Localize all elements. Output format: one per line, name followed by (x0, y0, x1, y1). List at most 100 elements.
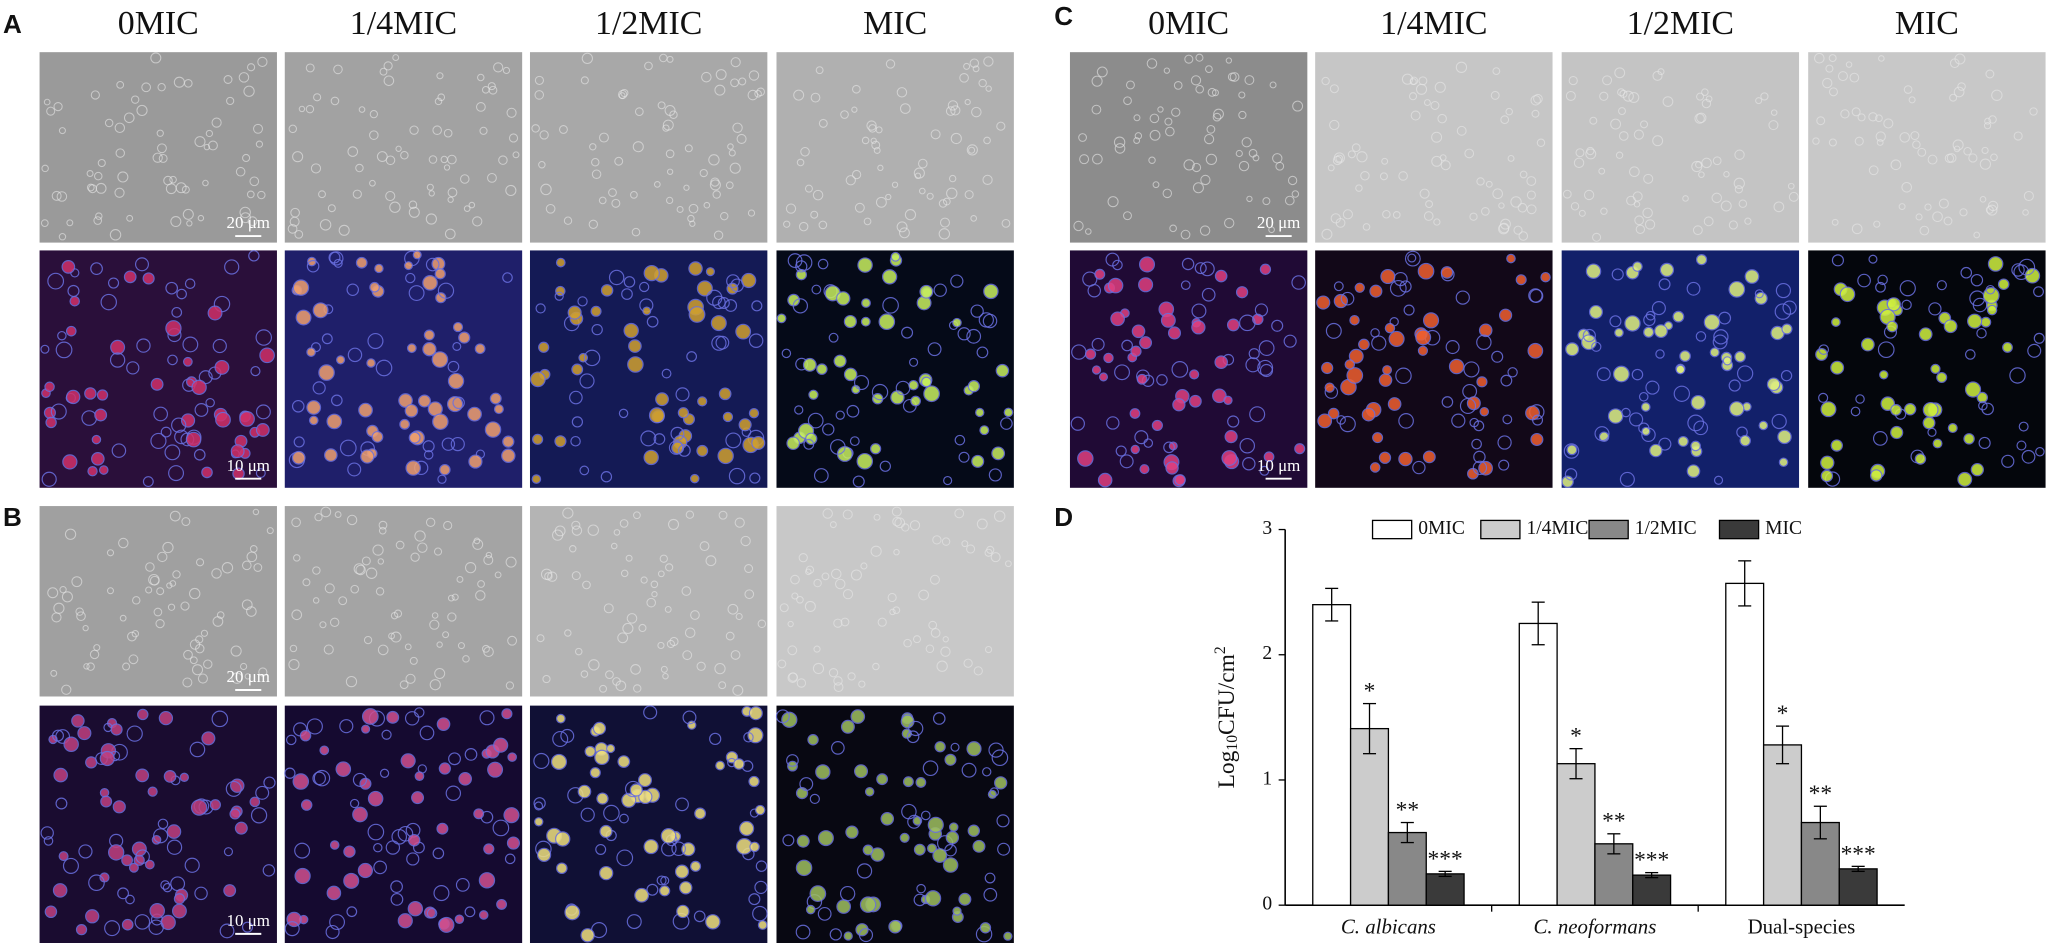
cell (400, 150, 409, 160)
cell (787, 645, 798, 656)
cell (1830, 360, 1845, 375)
cell (1655, 349, 1665, 359)
cell (1927, 154, 1938, 165)
cell (63, 736, 79, 753)
cell (697, 396, 708, 407)
cell (115, 148, 125, 158)
cell (1491, 350, 1504, 363)
cell (246, 551, 258, 563)
cell (1530, 432, 1544, 447)
cell (1586, 146, 1595, 156)
cell (1162, 188, 1173, 199)
cell (1073, 220, 1084, 232)
cell (1703, 313, 1721, 331)
cell (503, 807, 520, 824)
cell (828, 668, 839, 678)
cell (954, 508, 965, 519)
cell (454, 914, 465, 924)
cell (756, 87, 766, 97)
cell (1609, 315, 1622, 328)
cell (1981, 146, 1989, 155)
cell (329, 617, 340, 628)
cell (580, 670, 589, 678)
cell (383, 61, 393, 71)
cell (701, 71, 712, 83)
cell (659, 554, 668, 563)
cell (52, 729, 64, 742)
cell (1922, 416, 1936, 430)
cell (1201, 287, 1216, 302)
cell (400, 753, 416, 769)
cell (1229, 72, 1240, 82)
cell (738, 418, 752, 432)
fluorescence-image (284, 705, 523, 943)
cell (148, 919, 164, 935)
cell (438, 762, 451, 775)
cell (212, 338, 227, 354)
cell (877, 617, 887, 627)
cell (747, 89, 759, 101)
cell (512, 151, 520, 159)
cell (83, 663, 90, 670)
cell (153, 406, 169, 422)
cell (1091, 337, 1105, 351)
cell (1728, 280, 1746, 298)
cell (390, 880, 403, 894)
cell (1415, 329, 1432, 346)
cell (131, 841, 147, 857)
cell (410, 552, 420, 562)
cell (1978, 400, 1988, 411)
cell (1525, 405, 1540, 421)
cell (478, 910, 489, 920)
cell (666, 168, 674, 175)
cell (1294, 443, 1306, 455)
cell (446, 395, 464, 413)
cell (452, 321, 464, 333)
cell (705, 555, 717, 567)
cell (1269, 81, 1277, 89)
column-header: MIC (863, 5, 927, 42)
cell (248, 250, 260, 262)
cell (813, 578, 822, 588)
cell (1840, 109, 1850, 119)
cell (409, 125, 419, 135)
cell (983, 283, 999, 300)
cell (1409, 76, 1419, 85)
cell (458, 772, 472, 786)
cell (142, 476, 154, 488)
cell (123, 112, 135, 124)
cell (1490, 90, 1500, 100)
cell (805, 568, 812, 576)
cell (1257, 359, 1274, 376)
cell (1782, 300, 1797, 315)
cell (878, 313, 896, 331)
cell (404, 711, 420, 726)
cell (96, 389, 109, 401)
cell (818, 220, 828, 230)
cell (111, 443, 127, 458)
cell (795, 254, 813, 271)
cell (75, 924, 88, 936)
cell (1744, 269, 1760, 284)
cell (569, 545, 577, 553)
cell (1001, 218, 1011, 228)
cell (683, 184, 690, 191)
cell (950, 105, 961, 116)
cell (1831, 218, 1839, 226)
cell (603, 804, 620, 822)
cell (390, 892, 404, 906)
cell (121, 918, 134, 931)
cell (1131, 324, 1146, 339)
cell (1148, 156, 1156, 164)
cell (327, 204, 336, 213)
cell (179, 772, 189, 782)
cell (948, 174, 957, 183)
cell (929, 574, 940, 585)
cell (411, 791, 425, 805)
cell (1125, 80, 1135, 90)
cell (1873, 220, 1881, 228)
cell (289, 216, 300, 227)
cell (648, 407, 665, 424)
cell (56, 191, 68, 202)
cell (596, 792, 609, 805)
